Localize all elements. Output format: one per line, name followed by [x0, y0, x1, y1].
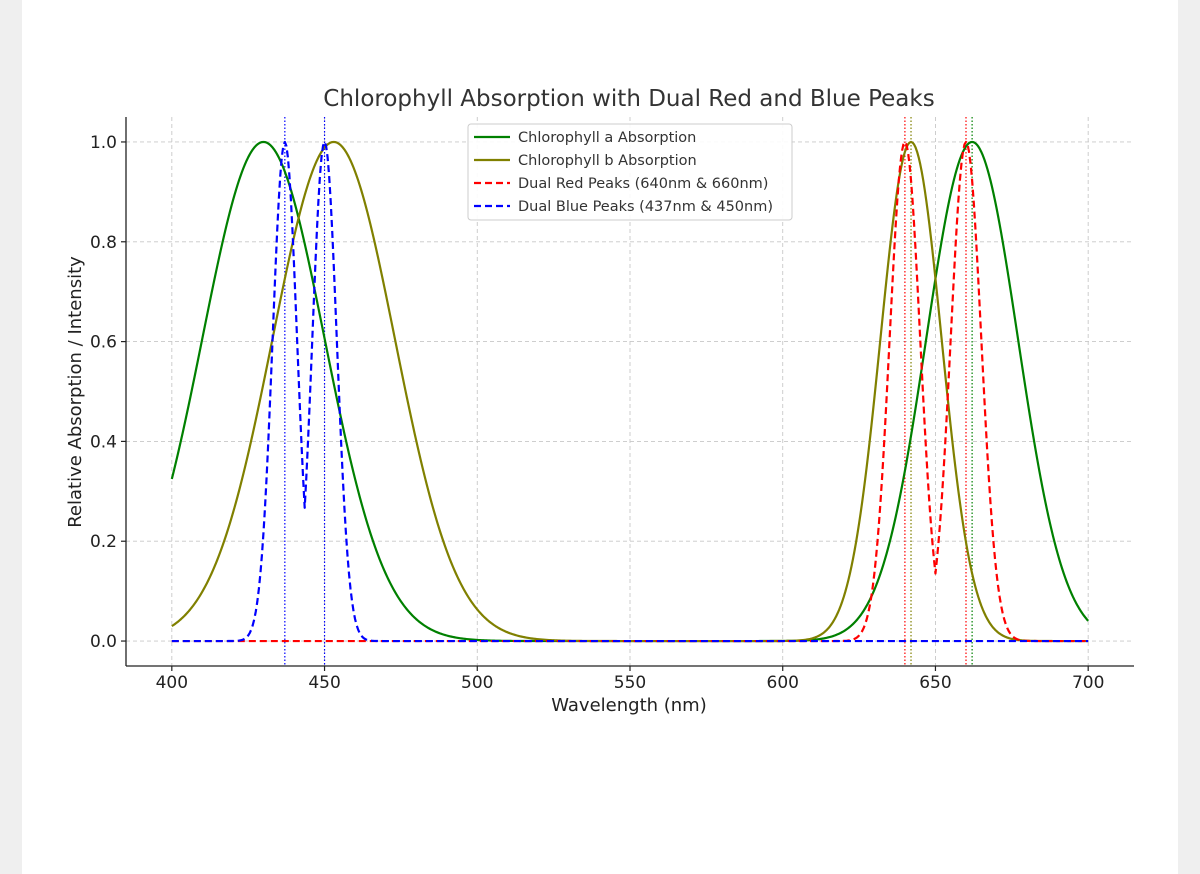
series-group [170, 140, 1090, 643]
legend-label: Dual Blue Peaks (437nm & 450nm) [518, 199, 773, 215]
chart-svg: Chlorophyll Absorption with Dual Red and… [65, 86, 1134, 716]
y-tick-label: 1.0 [90, 133, 117, 153]
figure: Chlorophyll Absorption with Dual Red and… [22, 0, 1178, 874]
x-tick-label: 500 [461, 673, 493, 693]
legend-label: Chlorophyll a Absorption [518, 130, 696, 146]
x-tick-label: 600 [767, 673, 799, 693]
legend-label: Dual Red Peaks (640nm & 660nm) [518, 176, 768, 192]
chart-title: Chlorophyll Absorption with Dual Red and… [323, 86, 934, 112]
x-tick-label: 450 [308, 673, 340, 693]
y-tick-label: 0.8 [90, 233, 117, 253]
y-ticks: 0.0 0.2 0.4 0.6 0.8 1.0 [90, 133, 126, 652]
legend-label: Chlorophyll b Absorption [518, 153, 697, 169]
series-line-4 [171, 140, 1089, 643]
peak-markers [284, 117, 973, 666]
legend: Chlorophyll a Absorption Chlorophyll b Ab… [467, 123, 793, 221]
x-tick-label: 400 [156, 673, 188, 693]
x-ticks: 400 450 500 550 600 650 700 [156, 666, 1104, 693]
y-tick-label: 0.4 [90, 432, 117, 452]
y-tick-label: 0.0 [90, 632, 117, 652]
y-tick-label: 0.6 [90, 333, 117, 353]
x-axis-label: Wavelength (nm) [551, 695, 707, 716]
y-tick-label: 0.2 [90, 532, 117, 552]
y-axis-label: Relative Absorption / Intensity [65, 256, 86, 528]
legend-box [467, 123, 793, 221]
series-line-3 [171, 140, 1089, 643]
x-tick-label: 650 [919, 673, 951, 693]
x-tick-label: 700 [1072, 673, 1104, 693]
x-tick-label: 550 [614, 673, 646, 693]
